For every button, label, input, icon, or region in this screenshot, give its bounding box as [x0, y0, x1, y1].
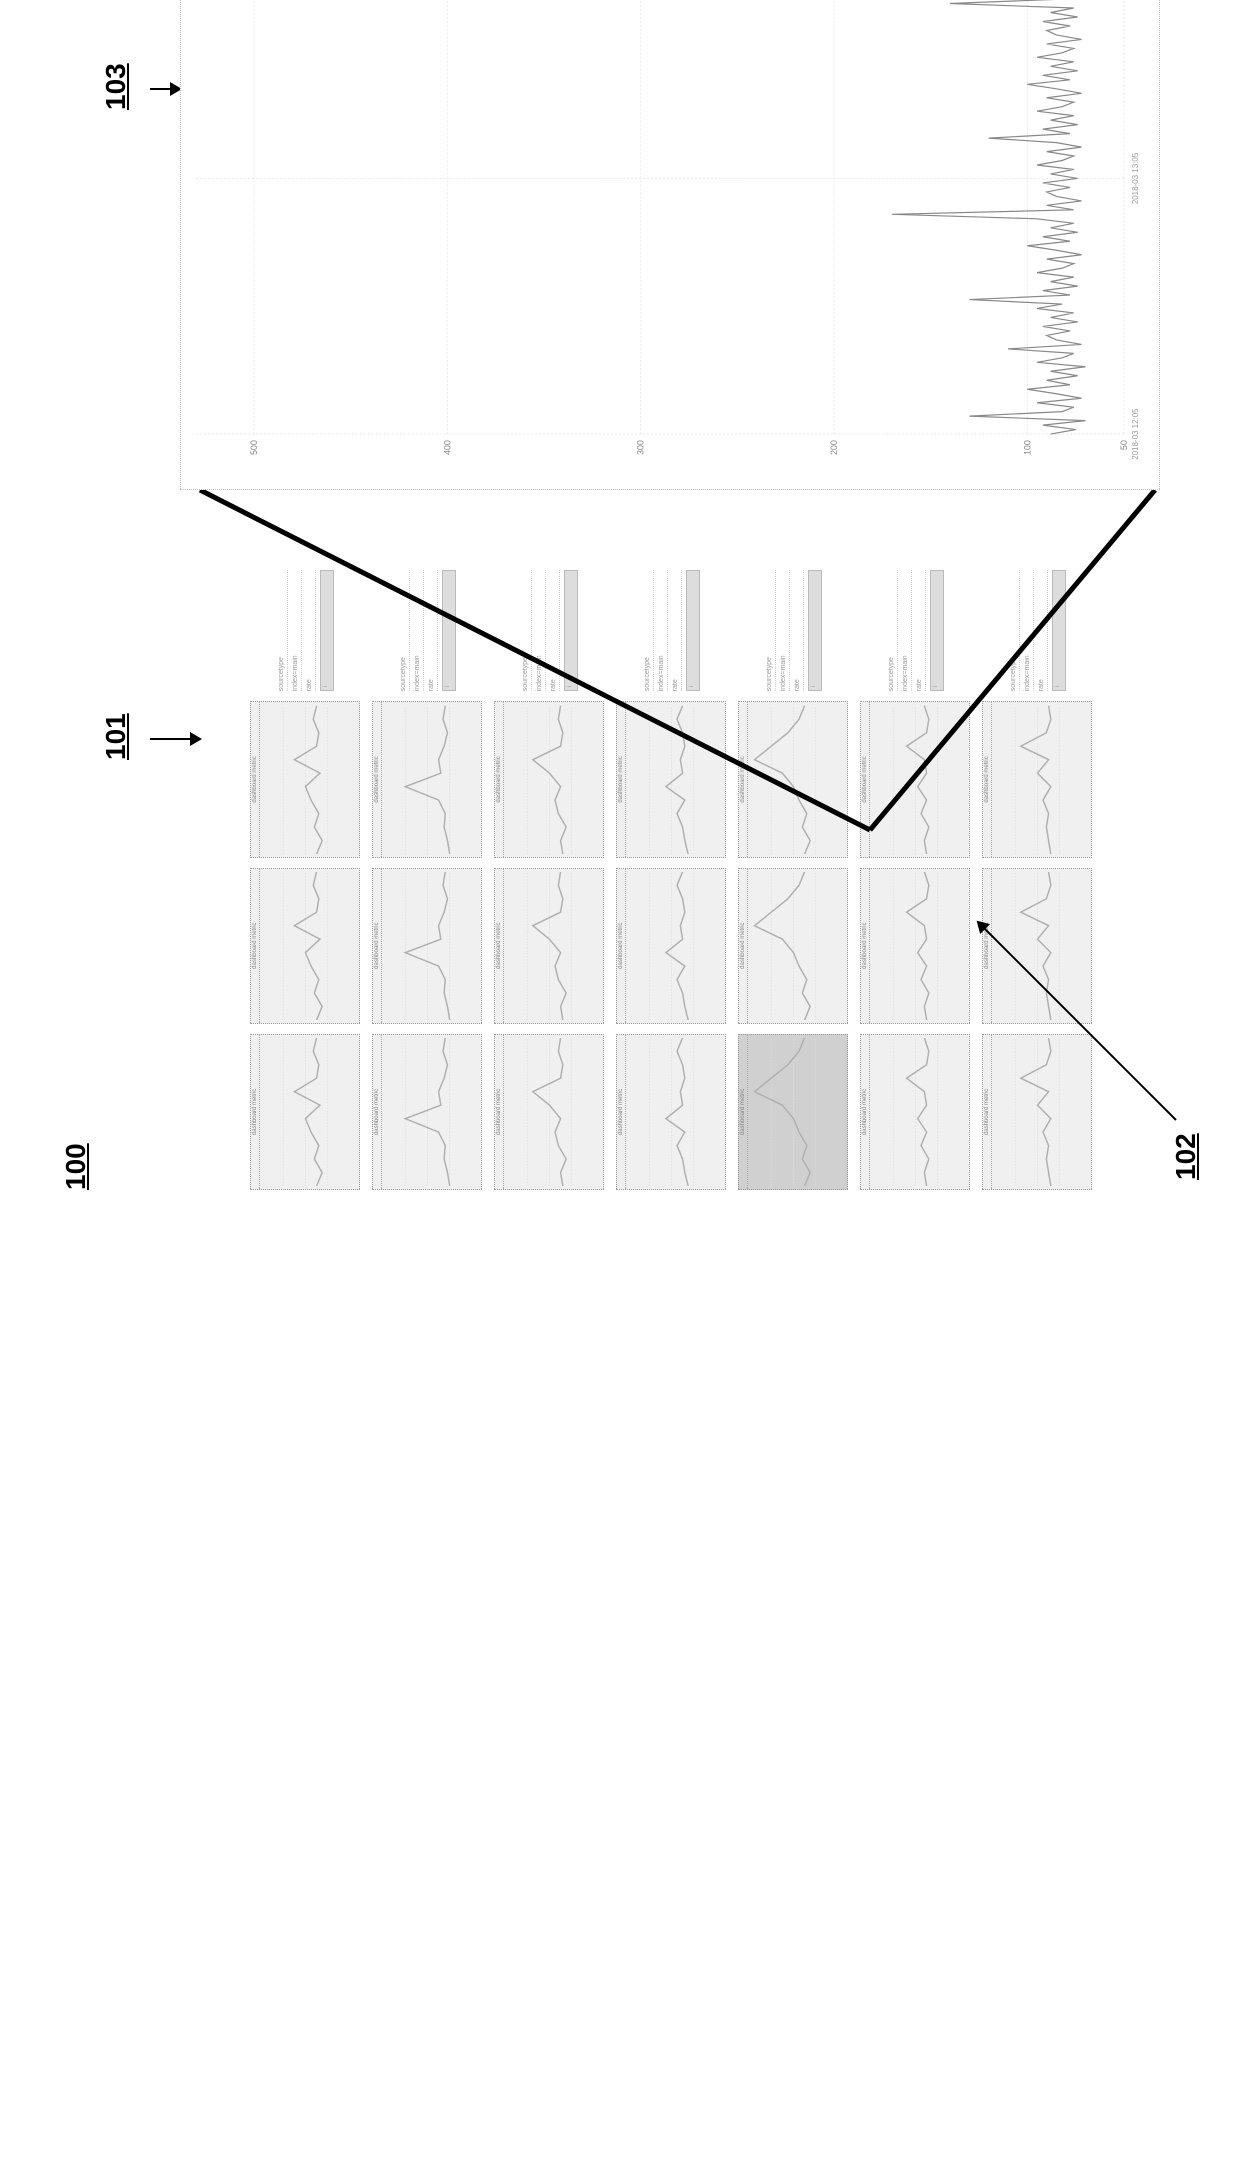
svg-text:500: 500	[249, 440, 259, 455]
main-chart-panel: securityreview | securevents 50100200300…	[180, 0, 1160, 490]
svg-text:200: 200	[829, 440, 839, 455]
svg-text:300: 300	[636, 440, 646, 455]
svg-text:2018-03 12:05: 2018-03 12:05	[1131, 408, 1140, 460]
svg-text:400: 400	[442, 440, 452, 455]
svg-text:100: 100	[1022, 440, 1032, 455]
line-chart: 50 100 200 300 400 500 2018-03 12:05 2018-03 13…	[181, 0, 1159, 489]
svg-text:2018-03 13:05: 2018-03 13:05	[1131, 152, 1140, 204]
svg-text:50: 50	[1119, 440, 1129, 450]
